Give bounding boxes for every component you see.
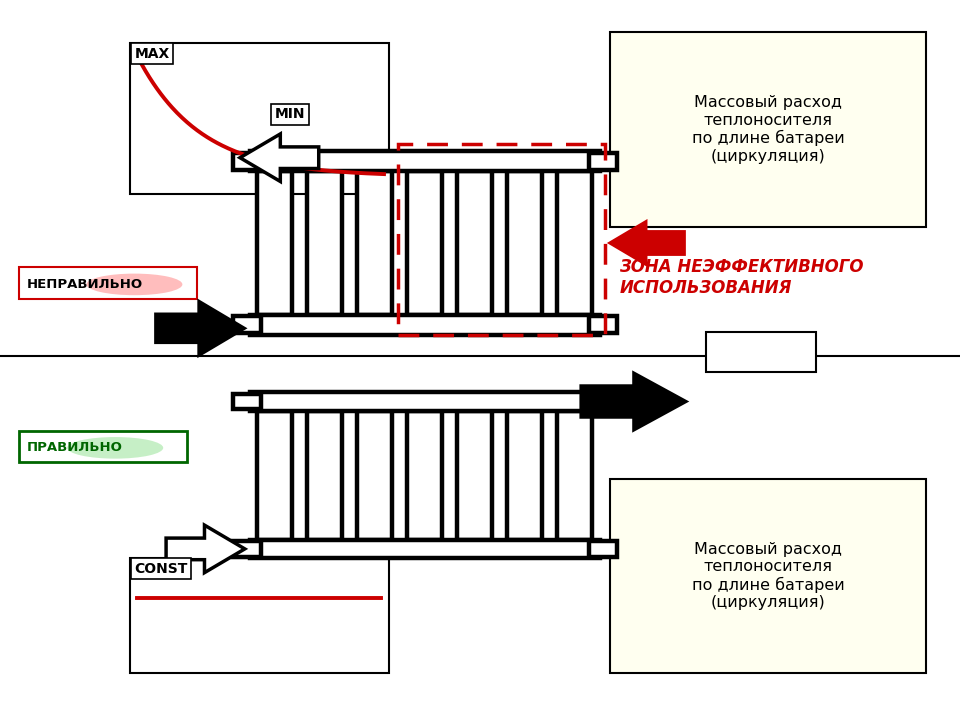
Bar	[357, 410, 393, 540]
Bar	[398, 144, 605, 335]
Bar	[610, 479, 926, 673]
Bar	[558, 171, 592, 315]
Bar	[589, 316, 616, 333]
Bar	[307, 410, 342, 540]
Bar	[589, 541, 616, 557]
Ellipse shape	[86, 274, 182, 295]
Bar	[508, 171, 542, 315]
Bar	[19, 267, 197, 299]
Polygon shape	[166, 525, 245, 572]
Text: MAX: MAX	[134, 47, 170, 60]
Bar	[19, 431, 187, 462]
Polygon shape	[156, 301, 245, 356]
Bar	[589, 394, 616, 409]
Bar	[589, 153, 616, 170]
Bar	[250, 315, 600, 335]
Text: MIN: MIN	[275, 107, 305, 121]
Text: НЕПРАВИЛЬНО: НЕПРАВИЛЬНО	[27, 278, 143, 291]
Bar	[508, 410, 542, 540]
Bar	[558, 410, 592, 540]
Bar	[250, 392, 600, 410]
Bar	[233, 153, 260, 170]
Polygon shape	[240, 134, 319, 181]
Bar	[250, 540, 600, 558]
Bar	[407, 171, 443, 315]
Bar	[250, 151, 600, 171]
Bar	[610, 32, 926, 227]
Bar	[457, 171, 492, 315]
Bar	[130, 43, 389, 194]
Text: Массовый расход
теплоносителя
по длине батареи
(циркуляция): Массовый расход теплоносителя по длине б…	[691, 541, 845, 611]
Text: ПРАВИЛЬНО: ПРАВИЛЬНО	[27, 441, 123, 454]
Bar	[457, 410, 492, 540]
Text: ЗОНА НЕЭФФЕКТИВНОГО
ИСПОЛЬЗОВАНИЯ: ЗОНА НЕЭФФЕКТИВНОГО ИСПОЛЬЗОВАНИЯ	[619, 258, 864, 297]
Bar	[407, 410, 443, 540]
Bar	[307, 171, 342, 315]
Bar	[233, 541, 260, 557]
Text: CONST: CONST	[134, 562, 188, 575]
Bar	[257, 171, 292, 315]
Bar	[706, 332, 816, 372]
Bar	[130, 558, 389, 673]
Bar	[233, 394, 260, 409]
Polygon shape	[581, 373, 686, 431]
Polygon shape	[610, 222, 684, 265]
Bar	[357, 171, 393, 315]
Ellipse shape	[67, 437, 163, 459]
Bar	[257, 410, 292, 540]
Bar	[233, 316, 260, 333]
Text: Массовый расход
теплоносителя
по длине батареи
(циркуляция): Массовый расход теплоносителя по длине б…	[691, 95, 845, 164]
